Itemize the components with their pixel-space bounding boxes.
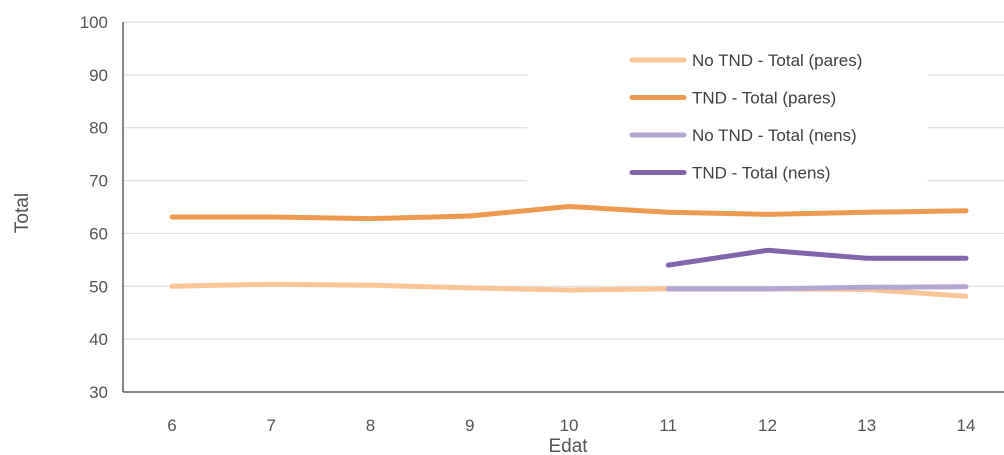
x-tick-label: 9 [465, 416, 474, 435]
legend-label: No TND - Total (pares) [692, 51, 862, 70]
x-tick-label: 13 [857, 416, 876, 435]
legend: No TND - Total (pares) TND - Total (pares… [629, 51, 862, 183]
legend-label: TND - Total (pares) [692, 89, 836, 108]
legend-label: No TND - Total (nens) [692, 126, 857, 145]
x-tick-label: 10 [560, 416, 579, 435]
y-tick-labels: 30 40 50 60 70 80 90 100 [80, 13, 108, 402]
y-tick-label: 40 [89, 330, 108, 349]
y-tick-label: 80 [89, 119, 108, 138]
y-axis-title: Total [12, 193, 33, 233]
legend-label: TND - Total (nens) [692, 164, 831, 183]
series-line-3 [665, 284, 969, 292]
y-tick-label: 60 [89, 224, 108, 243]
x-tick-label: 12 [758, 416, 777, 435]
series-line-2 [169, 204, 969, 222]
x-tick-label: 6 [167, 416, 176, 435]
legend-background [527, 32, 927, 192]
x-tick-label: 8 [366, 416, 375, 435]
y-tick-label: 100 [80, 13, 108, 32]
axes [122, 22, 1004, 393]
x-tick-label: 11 [659, 416, 677, 435]
series-lines [169, 204, 969, 299]
y-tick-label: 90 [89, 66, 108, 85]
x-tick-label: 7 [267, 416, 276, 435]
series-line-4 [665, 247, 969, 268]
x-axis-title: Edat [548, 436, 588, 455]
y-tick-label: 50 [89, 277, 108, 296]
y-tick-label: 30 [89, 383, 108, 402]
x-tick-labels: 6 7 8 9 10 11 12 13 14 [167, 416, 975, 435]
y-tick-label: 70 [89, 172, 108, 191]
x-tick-label: 14 [957, 416, 976, 435]
